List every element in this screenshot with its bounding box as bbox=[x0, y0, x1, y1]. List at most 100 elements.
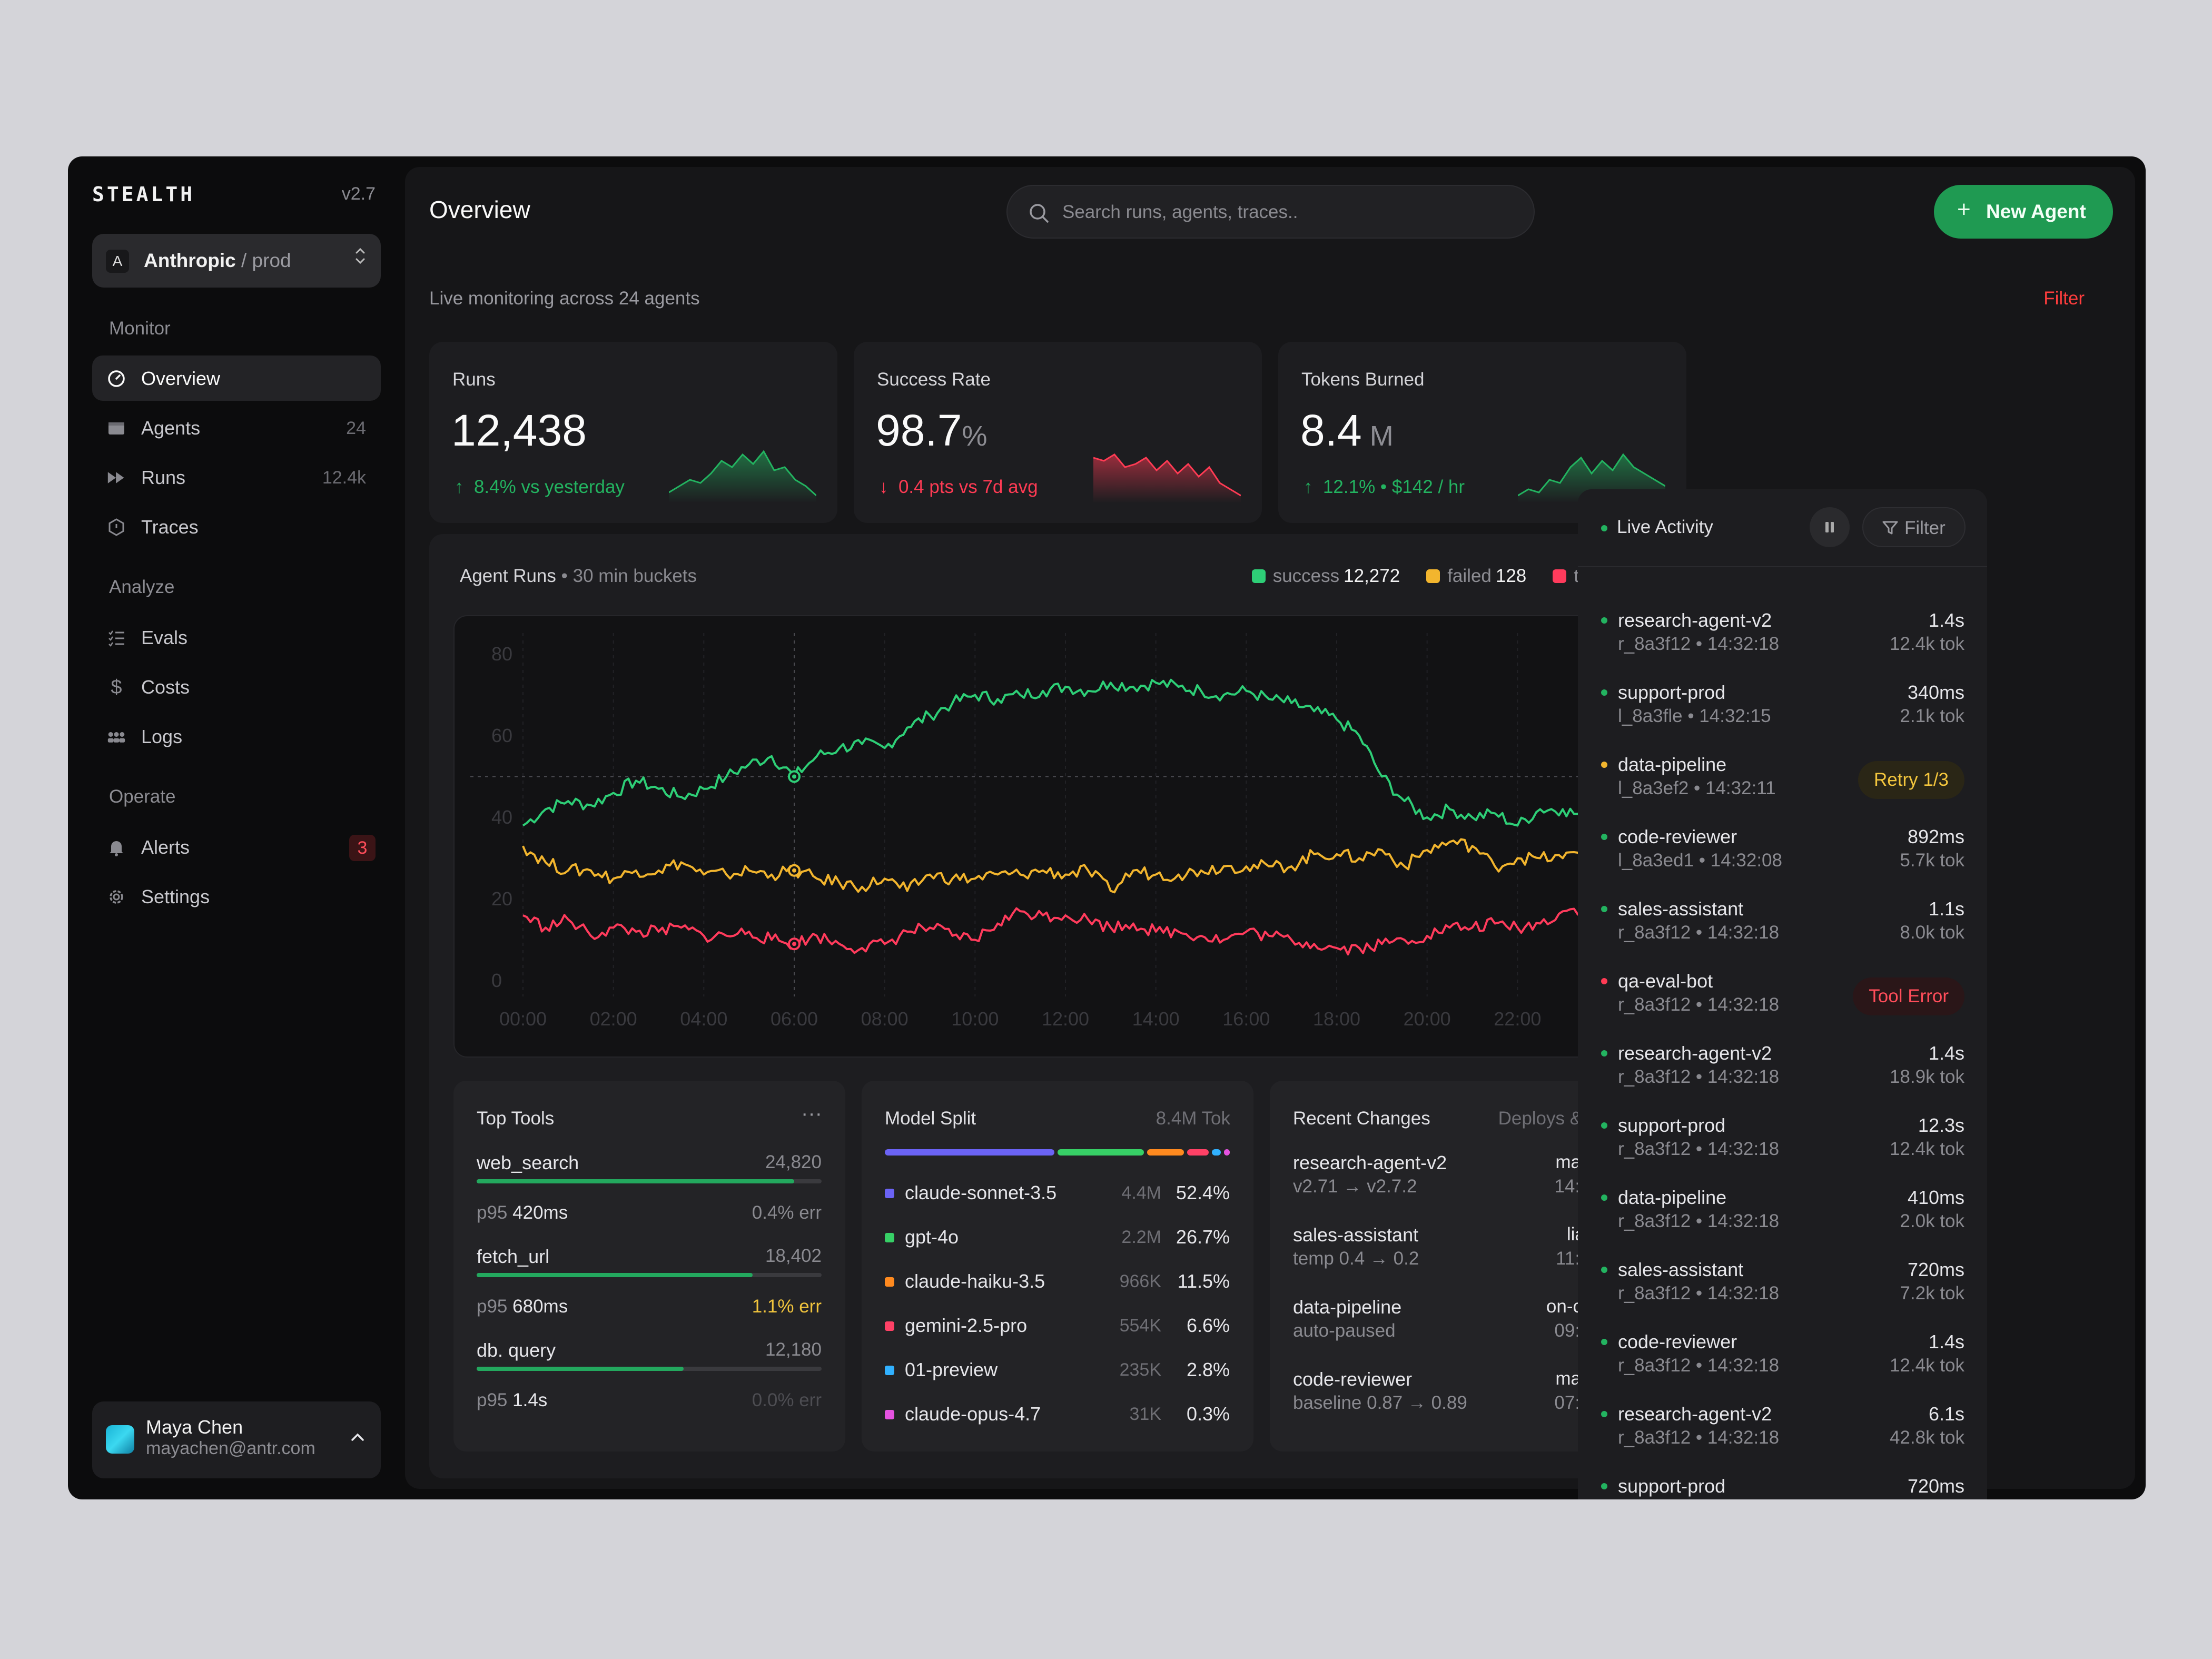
model-percent: 0.3% bbox=[1186, 1403, 1230, 1425]
agent-runs-title-label: Agent Runs bbox=[460, 566, 556, 586]
activity-row[interactable]: qa-eval-bot r_8a3f12 • 14:32:18 Tool Error bbox=[1601, 970, 1964, 1023]
nav-item-agents[interactable]: Agents 24 bbox=[92, 405, 381, 450]
activity-agent: research-agent-v2 bbox=[1618, 1403, 1772, 1425]
nav-item-label: Alerts bbox=[141, 836, 190, 858]
pause-button[interactable] bbox=[1810, 507, 1850, 547]
search-input[interactable]: Search runs, agents, traces.. bbox=[1006, 185, 1535, 239]
status-dot bbox=[1601, 906, 1607, 912]
x-tick-label: 20:00 bbox=[1404, 1008, 1451, 1030]
kpi-delta-text: 8.4% vs yesterday bbox=[473, 477, 625, 497]
activity-row[interactable]: code-reviewer l_8a3ed1 • 14:32:08 892ms 5.7… bbox=[1601, 826, 1964, 878]
activity-run-id: r_8a3f12 • 14:32:18 bbox=[1618, 634, 1780, 654]
activity-tokens: 2.0k tok bbox=[1900, 1211, 1964, 1231]
model-row[interactable]: claude-sonnet-3.5 4.4M 52.4% bbox=[885, 1181, 1230, 1207]
activity-run-id: r_8a3f12 • 14:32:18 bbox=[1618, 922, 1780, 943]
org-env: / prod bbox=[235, 250, 291, 271]
activity-row[interactable]: support-prod r_8a3f12 • 14:32:18 12.3s 12.4… bbox=[1601, 1114, 1964, 1167]
activity-row[interactable]: research-agent-v2 r_8a3f12 • 14:32:18 1.4s… bbox=[1601, 609, 1964, 662]
activity-row[interactable]: research-agent-v2 r_8a3f12 • 14:32:18 1.4s… bbox=[1601, 1042, 1964, 1095]
nav-item-overview[interactable]: Overview bbox=[92, 355, 381, 401]
model-split-segment bbox=[1147, 1149, 1184, 1156]
search-placeholder: Search runs, agents, traces.. bbox=[1062, 202, 1298, 222]
new-agent-button[interactable]: + New Agent bbox=[1934, 185, 2113, 239]
plus-icon: + bbox=[1957, 196, 1971, 222]
activity-latency: 1.4s bbox=[1928, 1331, 1964, 1352]
model-row[interactable]: claude-opus-4.7 31K 0.3% bbox=[885, 1402, 1230, 1428]
activity-agent: research-agent-v2 bbox=[1618, 609, 1772, 631]
activity-row[interactable]: sales-assistant r_8a3f12 • 14:32:18 720ms 7… bbox=[1601, 1259, 1964, 1311]
tool-p95: p95 420ms bbox=[477, 1202, 568, 1223]
activity-row[interactable]: sales-assistant r_8a3f12 • 14:32:18 1.1s 8.… bbox=[1601, 898, 1964, 951]
kpi-value: 98.7% bbox=[876, 405, 987, 456]
activity-run-id: l_8a3fle • 14:32:15 bbox=[1618, 706, 1771, 726]
activity-filter-button[interactable]: Filter bbox=[1862, 507, 1966, 547]
model-row[interactable]: gpt-4o 2.2M 26.7% bbox=[885, 1225, 1230, 1251]
model-split-bar bbox=[885, 1149, 1230, 1156]
legend-item-success[interactable]: success 12,272 bbox=[1251, 566, 1400, 587]
model-row[interactable]: 01-preview 235K 2.8% bbox=[885, 1358, 1230, 1384]
model-split-segment bbox=[885, 1149, 1054, 1156]
activity-run-id: r_8a3f12 • 14:32:18 bbox=[1618, 1427, 1780, 1448]
activity-agent: support-prod bbox=[1618, 1114, 1726, 1136]
activity-run-id: r_8a3f12 • 14:32:18 bbox=[1618, 1211, 1780, 1231]
activity-row[interactable]: research-agent-v2 r_8a3f12 • 14:32:18 6.1s… bbox=[1601, 1403, 1964, 1456]
activity-row[interactable]: data-pipeline r_8a3f12 • 14:32:18 410ms 2.0… bbox=[1601, 1187, 1964, 1239]
tool-p95-value: 1.4s bbox=[512, 1390, 548, 1410]
model-row[interactable]: claude-haiku-3.5 966K 11.5% bbox=[885, 1269, 1230, 1296]
change-detail: auto-paused bbox=[1293, 1320, 1396, 1341]
legend-item-failed[interactable]: failed 128 bbox=[1426, 566, 1526, 587]
activity-row[interactable]: data-pipeline l_8a3ef2 • 14:32:11 Retry 1/… bbox=[1601, 754, 1964, 806]
model-split-card: Model Split 8.4M Tok claude-sonnet-3.5 4.… bbox=[862, 1081, 1253, 1451]
nav-item-traces[interactable]: Traces bbox=[92, 504, 381, 549]
line-chart: 00:00 02:00 04:00 06:00 08:00 10:00 12:00 14:00… bbox=[470, 633, 1661, 1030]
activity-agent: sales-assistant bbox=[1618, 898, 1744, 920]
activity-agent: research-agent-v2 bbox=[1618, 1042, 1772, 1064]
legend-swatch bbox=[1426, 569, 1440, 583]
nav-item-costs[interactable]: $ Costs bbox=[92, 664, 381, 709]
sparkline-area bbox=[669, 451, 816, 503]
activity-agent: data-pipeline bbox=[1618, 1187, 1727, 1208]
change-detail: v2.71 → v2.7.2 bbox=[1293, 1176, 1417, 1197]
arrow-up-icon: ↑ bbox=[455, 477, 464, 497]
user-profile-menu[interactable]: Maya Chen mayachen@antr.com bbox=[92, 1401, 381, 1478]
more-icon[interactable]: ··· bbox=[801, 1102, 822, 1125]
nav-item-settings[interactable]: Settings bbox=[92, 874, 381, 919]
app-window: STEALTH v2.7 A Anthropic / prod Monitor … bbox=[68, 156, 2146, 1499]
model-row[interactable]: gemini-2.5-pro 554K 6.6% bbox=[885, 1314, 1230, 1340]
activity-run-id: r_8a3f12 • 14:32:18 bbox=[1618, 1355, 1780, 1376]
status-badge: Tool Error bbox=[1853, 977, 1964, 1015]
activity-latency: 1.4s bbox=[1928, 1042, 1964, 1064]
activity-run-id: l_8a3ef2 • 14:32:11 bbox=[1618, 778, 1776, 798]
org-switcher[interactable]: A Anthropic / prod bbox=[92, 234, 381, 288]
nav-item-alerts[interactable]: Alerts 3 bbox=[92, 824, 381, 870]
nav-item-logs[interactable]: Logs bbox=[92, 714, 381, 759]
nav-item-runs[interactable]: Runs 12.4k bbox=[92, 455, 381, 500]
kpi-value-number: 98.7 bbox=[876, 406, 962, 455]
kpi-delta-text: 0.4 pts vs 7d avg bbox=[898, 477, 1038, 497]
model-name: gpt-4o bbox=[905, 1226, 959, 1248]
activity-row[interactable]: support-prod l_8a3fle • 14:32:15 340ms 2.1k… bbox=[1601, 682, 1964, 734]
app-logo: STEALTH bbox=[92, 183, 195, 206]
tool-p95-label: p95 bbox=[477, 1390, 508, 1410]
x-tick-label: 10:00 bbox=[951, 1008, 999, 1030]
tool-p95: p95 680ms bbox=[477, 1296, 568, 1317]
sparkline-success-rate bbox=[1093, 453, 1241, 503]
user-email: mayachen@antr.com bbox=[146, 1438, 315, 1458]
activity-tokens: 18.9k tok bbox=[1889, 1066, 1964, 1087]
kpi-label: Success Rate bbox=[877, 369, 991, 390]
app-version: v2.7 bbox=[341, 184, 376, 204]
nav-section-analyze: Analyze bbox=[109, 577, 175, 597]
model-color-dot bbox=[885, 1321, 894, 1331]
model-percent: 52.4% bbox=[1176, 1182, 1230, 1203]
legend-value: 128 bbox=[1495, 566, 1527, 586]
nav-item-evals[interactable]: Evals bbox=[92, 615, 381, 660]
page-subtitle: Live monitoring across 24 agents bbox=[429, 288, 700, 309]
model-name: 01-preview bbox=[905, 1359, 998, 1380]
x-tick-label: 08:00 bbox=[861, 1008, 908, 1030]
filter-link[interactable]: Filter bbox=[2043, 288, 2085, 309]
activity-row[interactable]: code-reviewer r_8a3f12 • 14:32:18 1.4s 12.4… bbox=[1601, 1331, 1964, 1384]
tool-name: fetch_url bbox=[477, 1246, 550, 1267]
nav-item-label: Costs bbox=[141, 676, 190, 698]
